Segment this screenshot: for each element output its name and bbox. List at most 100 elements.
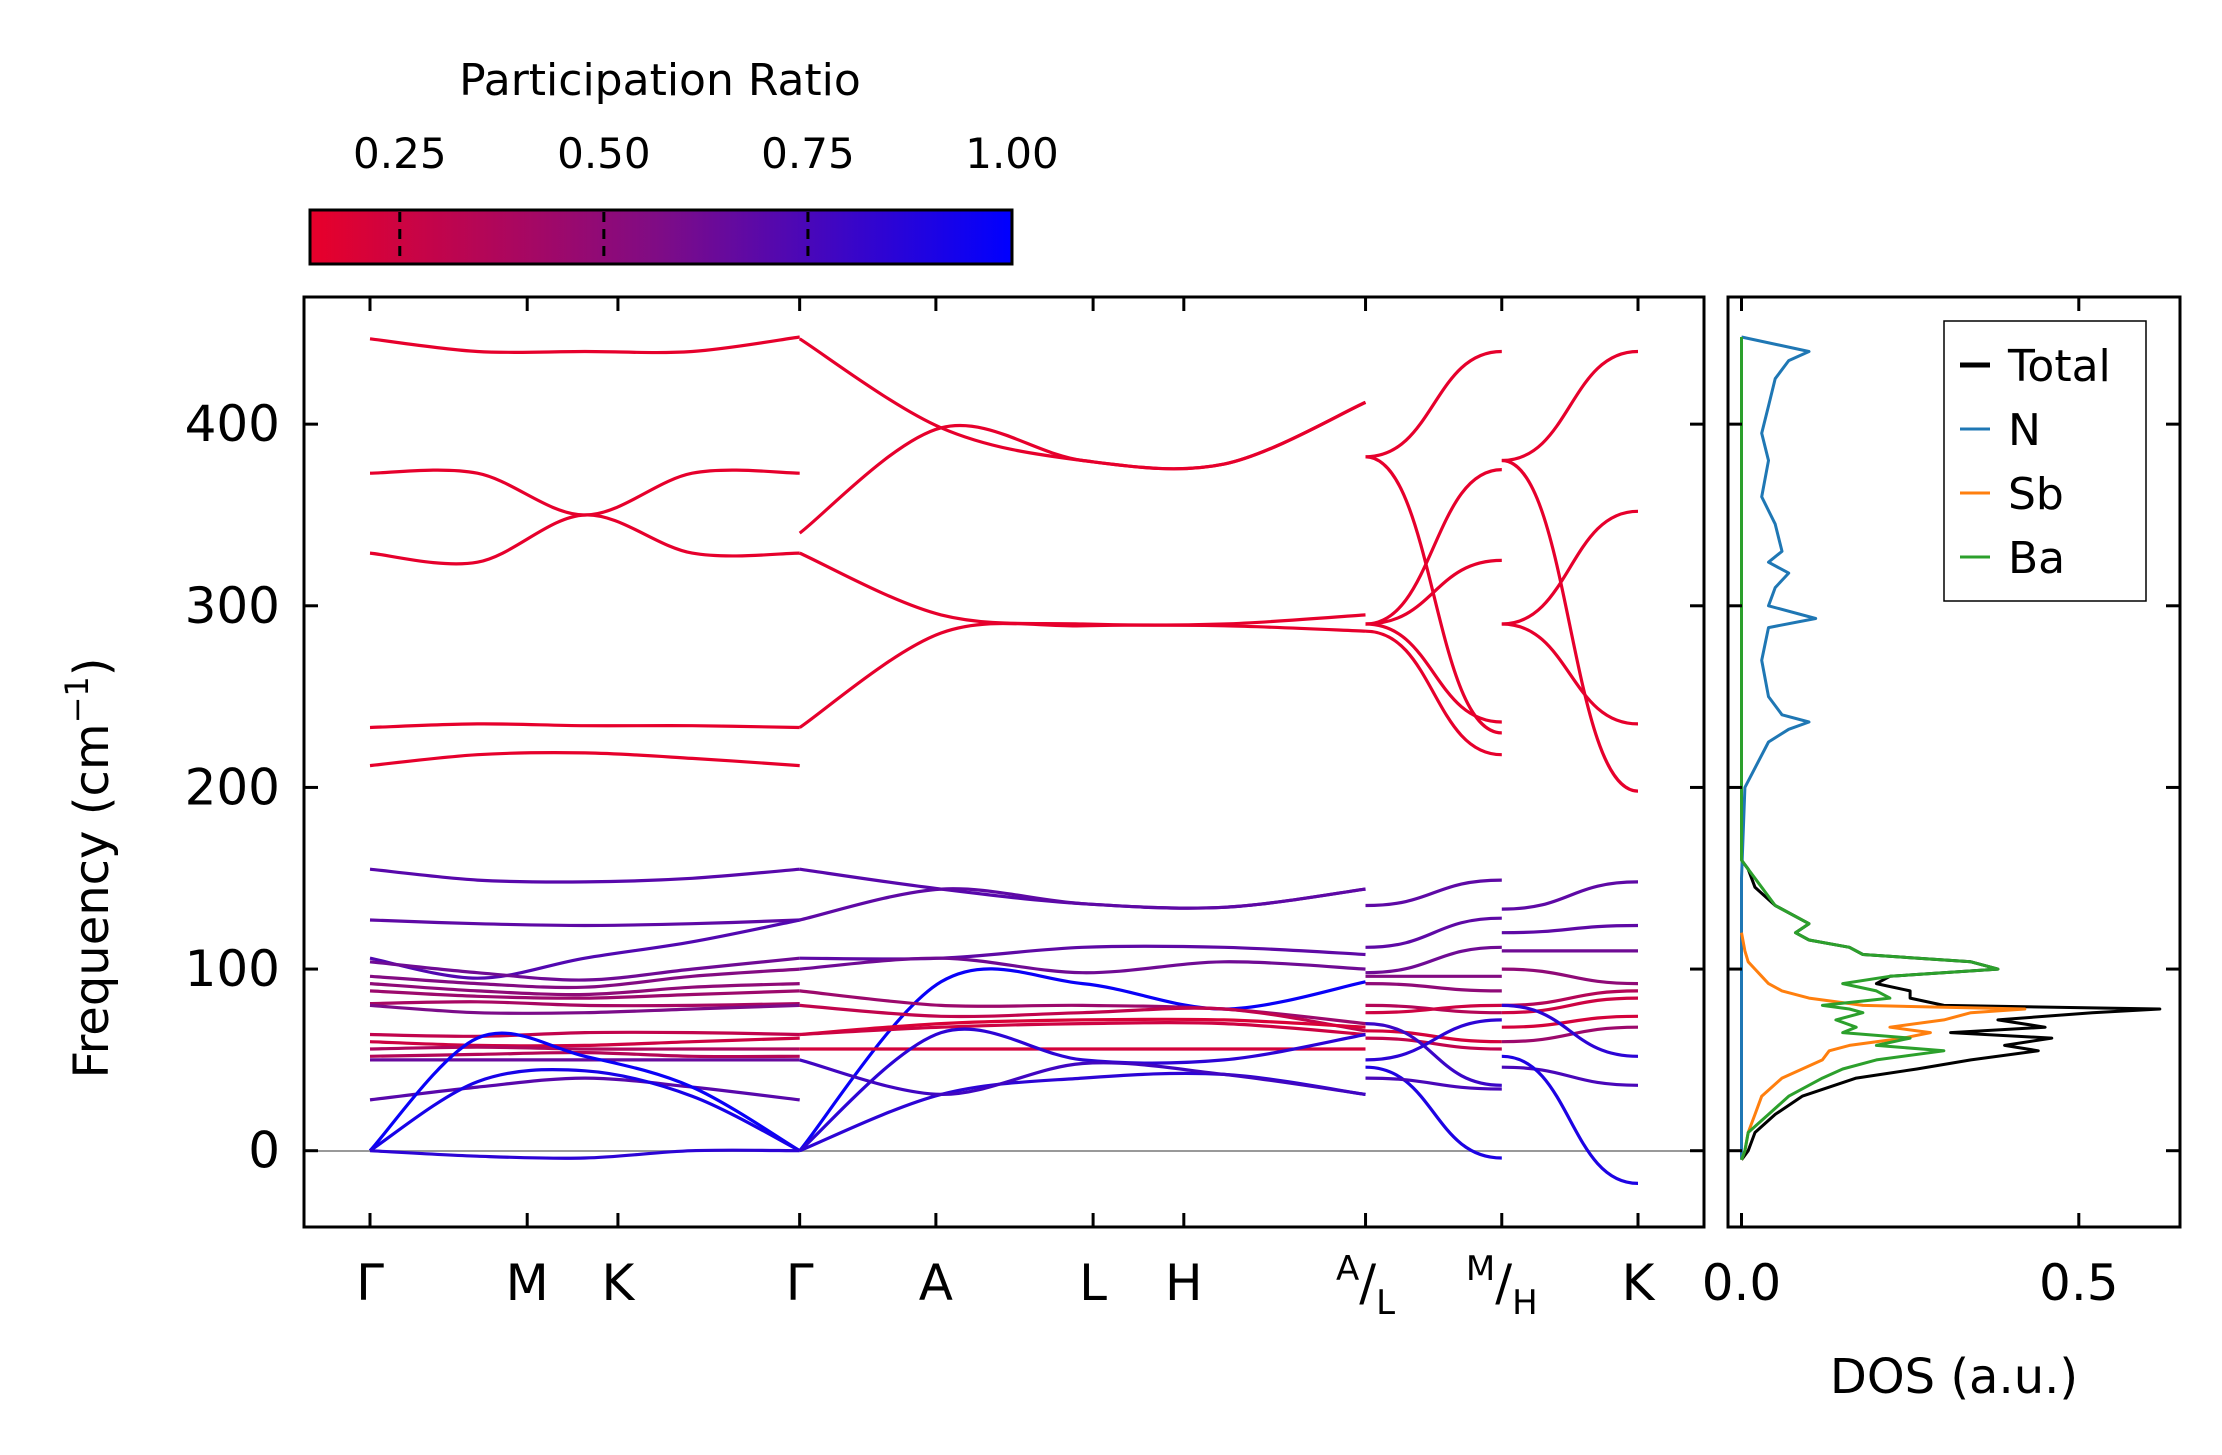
legend-box [1943,320,2147,602]
phonon-band [1501,880,1639,911]
y-tick-label: 300 [185,577,280,635]
colorbar-tick-label: 0.75 [761,129,855,178]
phonon-band [369,751,800,768]
phonon-band [1501,1065,1639,1087]
ylabel-close: ) [64,657,120,676]
phonon-band [369,1148,800,1160]
phonon-band [369,967,800,990]
dos-axes-frame [1726,295,2182,1229]
phonon-band [1501,1054,1639,1185]
dos-legend: Total N Sb Ba [1943,320,2147,602]
phonon-band [1501,1003,1639,1058]
phonon-band [369,1000,800,1008]
ylabel-sup: −1 [58,676,96,723]
k-label-sup: M [1466,1249,1495,1289]
colorbar-tick-label: 0.50 [557,129,651,178]
y-tick-label: 400 [185,395,280,453]
legend-label: N [2008,405,2041,456]
dos-curve-sb [1740,932,2027,1161]
dos-x-tick-label: 0.0 [1702,1254,1782,1312]
k-label: K [602,1254,636,1312]
phonon-band [369,1003,800,1015]
ylabel-main: Frequency (cm [64,723,120,1078]
k-label-slash: / [1495,1254,1512,1312]
phonon-band [1365,349,1502,459]
phonon-band [798,337,1367,471]
phonon-band [1365,916,1502,949]
k-label: H [1165,1254,1203,1312]
phonon-band [1501,923,1639,935]
phonon-band [369,1050,800,1059]
phonon-band [1501,509,1639,626]
phonon-band [1501,349,1639,463]
phonon-band [798,621,1366,729]
dos-x-axis-label: DOS (a.u.) [1830,1349,2078,1405]
phonon-band [1365,1076,1502,1091]
phonon-band [798,400,1367,535]
phonon-band [1501,622,1639,726]
y-tick-label: 0 [248,1122,280,1180]
phonon-band [369,468,800,517]
k-label: Γ [786,1254,814,1312]
band-x-ticks: Γ M K Γ A L H A/LM/H K [356,297,1656,1323]
phonon-band [369,1067,801,1153]
phonon-band [1501,996,1639,1015]
phonon-band [799,944,1366,961]
band-y-axis-label: Frequency (cm−1) [58,657,120,1078]
band-y-ticks: 0 100 200 300 400 [185,395,1704,1180]
phonon-band [1365,1018,1502,1062]
colorbar-title: Participation Ratio [459,55,861,106]
colorbar-tick-label: 1.00 [965,129,1059,178]
phonon-band [369,867,800,884]
phonon-band [369,513,800,566]
phonon-band [799,1021,1366,1037]
phonon-band [369,1076,800,1102]
phonon-band [1365,1065,1502,1160]
phonon-band [1365,622,1502,724]
phonon-band [369,982,800,997]
band-axes-frame [302,295,1706,1229]
k-label-sup: A [1336,1249,1359,1289]
phonon-band [369,722,800,730]
dos-curve-total [1740,859,2162,1161]
colorbar-ticks: 0.25 0.50 0.75 1.00 [353,129,1059,262]
dos-panel: 0.0 0.5 DOS (a.u.) Total N Sb Ba [1702,295,2182,1405]
phonon-band [1501,967,1639,986]
dos-x-tick-label: 0.5 [2039,1254,2119,1312]
phonon-band [369,1030,800,1038]
y-tick-label: 100 [185,940,280,998]
phonon-band [369,918,800,928]
phonon-band [1365,878,1502,908]
phonon-band [799,551,1366,627]
legend-label: Sb [2008,469,2064,520]
k-label-sub: H [1512,1283,1538,1323]
phonon-band [1365,945,1502,975]
k-label: A [919,1254,953,1312]
phonon-band [369,1045,800,1051]
phonon-band [799,1017,1366,1037]
phonon-band [798,1027,1366,1152]
phonon-band [1365,558,1502,626]
legend-label: Total [2007,341,2111,392]
phonon-band [1365,982,1502,993]
phonon-band [799,1003,1366,1033]
phonon-band [369,1036,800,1048]
phonon-band [1365,1022,1502,1087]
phonon-band [369,335,800,355]
dos-curves [1740,335,2162,1161]
k-label: M/H [1466,1249,1538,1323]
phonon-band [1501,1014,1639,1029]
dos-x-ticks: 0.0 0.5 [1702,297,2119,1312]
k-label-sub: L [1376,1283,1395,1323]
phonon-band [1365,455,1502,735]
k-label: K [1622,1254,1656,1312]
phonon-band [1501,458,1639,793]
dos-curve-ba [1740,337,2000,1161]
dos-y-ticks [1728,422,2180,1153]
dos-curve-n [1740,335,1818,1160]
phonon-band [1501,1025,1639,1044]
k-label: L [1079,1254,1107,1312]
phonon-band [1365,468,1502,626]
